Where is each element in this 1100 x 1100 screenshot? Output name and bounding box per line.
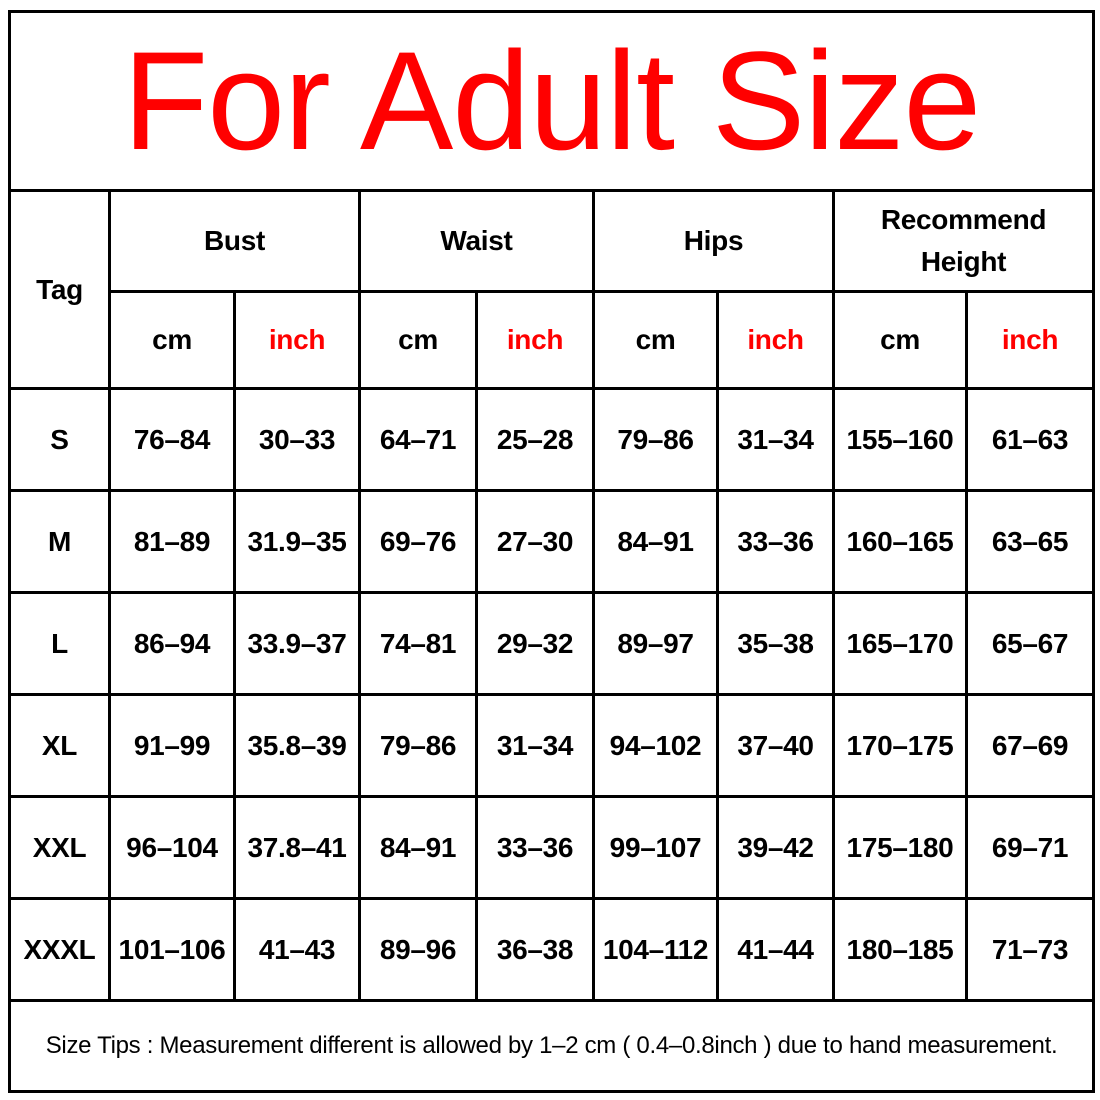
unit-header-inch: inch	[964, 290, 1096, 390]
page-title: For Adult Size	[7, 10, 1096, 192]
table-cell: 86–94	[108, 591, 236, 696]
header-bust: Bust	[108, 189, 361, 293]
table-cell: 67–69	[964, 693, 1096, 798]
table-cell: 31.9–35	[233, 489, 361, 594]
header-recommend-height: Recommend Height	[831, 189, 1096, 293]
table-cell: 31–34	[716, 387, 835, 492]
unit-header-inch: inch	[716, 290, 835, 390]
size-tips: Size Tips : Measurement different is all…	[7, 999, 1096, 1093]
table-cell: 74–81	[358, 591, 478, 696]
table-cell: 41–44	[716, 897, 835, 1002]
table-cell: 61–63	[964, 387, 1096, 492]
table-cell: 33–36	[475, 795, 595, 900]
table-cell: 91–99	[108, 693, 236, 798]
table-row: XXXL 101–106 41–43 89–96 36–38 104–112 41–44 18…	[8, 897, 1096, 1002]
table-cell: 89–96	[358, 897, 478, 1002]
table-cell: 29–32	[475, 591, 595, 696]
size-tag: S	[8, 387, 111, 492]
table-cell: 36–38	[475, 897, 595, 1002]
table-cell: 37.8–41	[233, 795, 361, 900]
size-table: For Adult Size Tag Bust Waist Hips Recom…	[7, 10, 1096, 1093]
table-row: XL 91–99 35.8–39 79–86 31–34 94–102 37–40 170–1…	[8, 693, 1096, 798]
header-waist: Waist	[358, 189, 595, 293]
size-tag: L	[8, 591, 111, 696]
header-tag: Tag	[8, 189, 111, 390]
table-cell: 64–71	[358, 387, 478, 492]
size-chart: For Adult Size Tag Bust Waist Hips Recom…	[7, 10, 1096, 1093]
table-cell: 99–107	[592, 795, 719, 900]
table-cell: 165–170	[832, 591, 968, 696]
table-cell: 79–86	[358, 693, 478, 798]
table-cell: 35.8–39	[233, 693, 361, 798]
unit-header-cm: cm	[358, 290, 478, 390]
table-cell: 65–67	[964, 591, 1096, 696]
table-row: S 76–84 30–33 64–71 25–28 79–86 31–34 155–160 61…	[8, 387, 1096, 492]
table-cell: 33–36	[716, 489, 835, 594]
table-cell: 69–71	[964, 795, 1096, 900]
size-tag: XXXL	[8, 897, 111, 1002]
table-cell: 84–91	[592, 489, 719, 594]
size-tag: M	[8, 489, 111, 594]
table-row: M 81–89 31.9–35 69–76 27–30 84–91 33–36 160–165…	[8, 489, 1096, 594]
table-cell: 69–76	[358, 489, 478, 594]
table-cell: 39–42	[716, 795, 835, 900]
table-cell: 175–180	[832, 795, 968, 900]
table-cell: 89–97	[592, 591, 719, 696]
table-cell: 30–33	[233, 387, 361, 492]
table-cell: 104–112	[592, 897, 719, 1002]
unit-header-inch: inch	[233, 290, 361, 390]
table-cell: 170–175	[832, 693, 968, 798]
table-cell: 25–28	[475, 387, 595, 492]
table-cell: 94–102	[592, 693, 719, 798]
table-cell: 180–185	[832, 897, 968, 1002]
unit-header-cm: cm	[108, 290, 236, 390]
table-cell: 96–104	[108, 795, 236, 900]
unit-header-cm: cm	[592, 290, 719, 390]
table-cell: 155–160	[832, 387, 968, 492]
size-tag: XL	[8, 693, 111, 798]
table-cell: 71–73	[964, 897, 1096, 1002]
header-hips: Hips	[592, 189, 835, 293]
unit-header-cm: cm	[832, 290, 968, 390]
table-cell: 76–84	[108, 387, 236, 492]
table-cell: 27–30	[475, 489, 595, 594]
table-cell: 31–34	[475, 693, 595, 798]
table-cell: 41–43	[233, 897, 361, 1002]
table-cell: 101–106	[108, 897, 236, 1002]
size-tag: XXL	[8, 795, 111, 900]
table-row: L 86–94 33.9–37 74–81 29–32 89–97 35–38 165–170…	[8, 591, 1096, 696]
unit-header-inch: inch	[475, 290, 595, 390]
table-cell: 160–165	[832, 489, 968, 594]
table-cell: 33.9–37	[233, 591, 361, 696]
table-cell: 63–65	[964, 489, 1096, 594]
table-cell: 37–40	[716, 693, 835, 798]
table-cell: 35–38	[716, 591, 835, 696]
table-row: XXL 96–104 37.8–41 84–91 33–36 99–107 39–42 175…	[8, 795, 1096, 900]
table-cell: 79–86	[592, 387, 719, 492]
table-cell: 84–91	[358, 795, 478, 900]
table-cell: 81–89	[108, 489, 236, 594]
